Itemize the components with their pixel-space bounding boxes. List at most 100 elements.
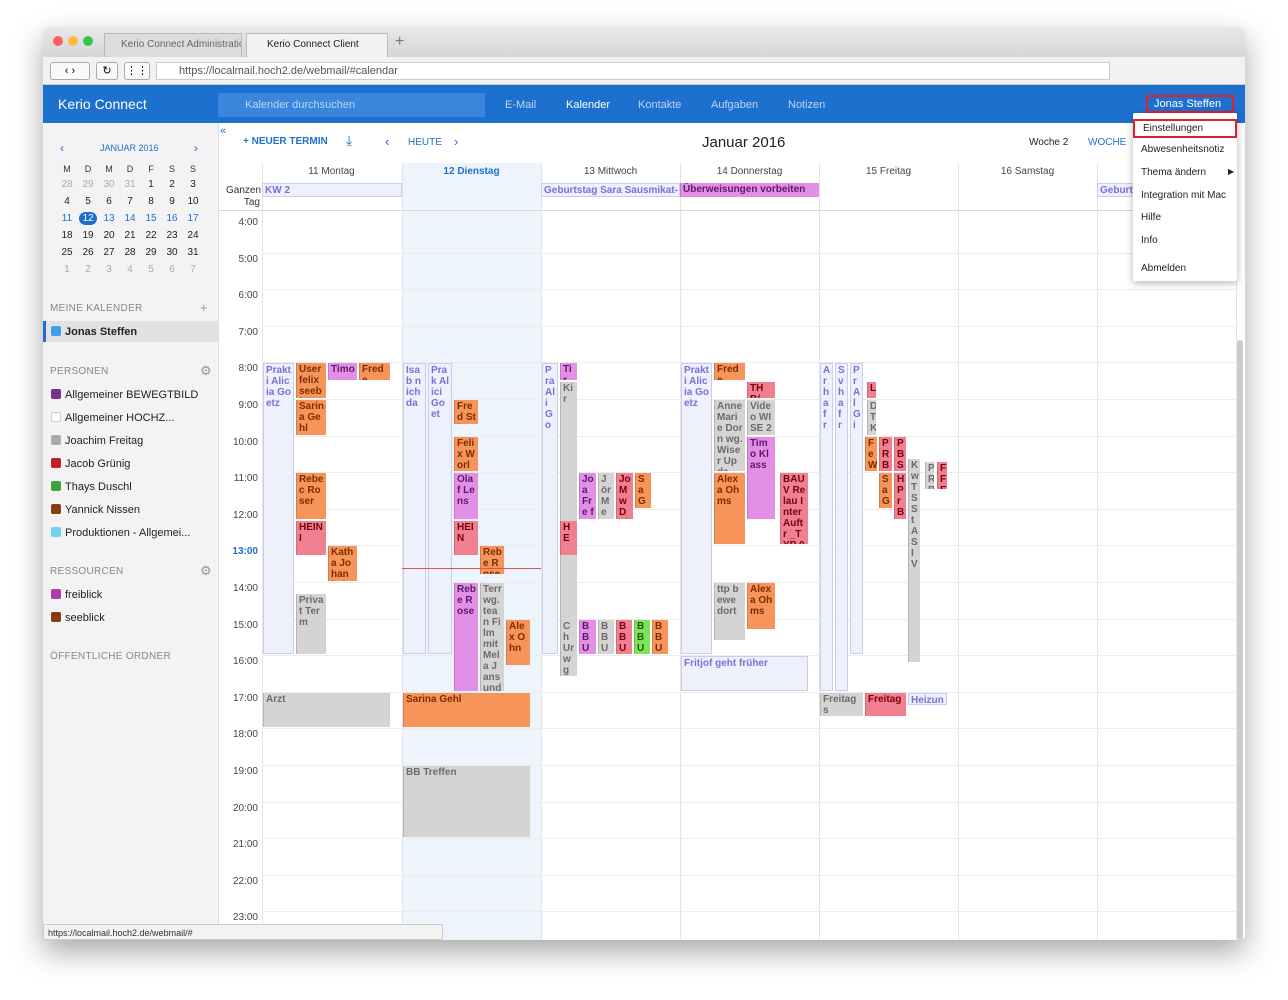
- event[interactable]: Katha Johan bei: [328, 546, 357, 581]
- event[interactable]: Sarina Gehl: [296, 400, 326, 435]
- view-select[interactable]: WOCHE: [1088, 137, 1127, 148]
- collapse-sidebar[interactable]: «: [220, 125, 227, 137]
- mini-day[interactable]: 11: [61, 213, 73, 224]
- mini-day[interactable]: 10: [187, 196, 199, 207]
- mini-day[interactable]: 19: [82, 230, 94, 241]
- zoom-button[interactable]: [83, 36, 93, 46]
- next-month[interactable]: ›: [194, 141, 198, 155]
- event[interactable]: Fe W Be: [865, 436, 877, 472]
- event[interactable]: P B S: [894, 436, 906, 472]
- new-tab-button[interactable]: +: [395, 33, 405, 50]
- mini-day[interactable]: 4: [127, 264, 133, 275]
- event[interactable]: H Pr Be Se: [894, 473, 906, 519]
- section-action[interactable]: +: [200, 300, 208, 315]
- event[interactable]: Timo Klass: [747, 436, 775, 519]
- calendar-item[interactable]: Thays Duschl: [65, 481, 132, 493]
- menu-item[interactable]: Abmelden: [1141, 263, 1187, 274]
- mini-day[interactable]: 30: [103, 179, 115, 190]
- mini-day[interactable]: 28: [61, 179, 73, 190]
- minimize-button[interactable]: [68, 36, 78, 46]
- menu-item[interactable]: Integration mit Mac: [1141, 190, 1227, 201]
- mini-day[interactable]: 31: [187, 247, 199, 258]
- event[interactable]: Alexa Ohms: [714, 473, 745, 545]
- event[interactable]: Ch Ur wg Fil Me: [560, 619, 577, 677]
- event[interactable]: K w T S St A S IV: [908, 458, 920, 662]
- checkbox[interactable]: [51, 326, 61, 336]
- mini-day[interactable]: 9: [169, 196, 175, 207]
- mini-day[interactable]: 6: [169, 264, 175, 275]
- event[interactable]: THB/: [747, 381, 775, 398]
- event[interactable]: HEIN: [454, 520, 478, 556]
- event[interactable]: Rebe Rose: [454, 583, 478, 691]
- import-button[interactable]: ⤓: [346, 132, 353, 148]
- section-action[interactable]: ⚙: [200, 363, 212, 378]
- mini-day[interactable]: 1: [148, 179, 154, 190]
- event[interactable]: Joa Fre fre: [579, 473, 596, 519]
- event[interactable]: ttp bewe dort: [714, 583, 745, 640]
- mini-day[interactable]: 29: [145, 247, 157, 258]
- event[interactable]: Sa G: [879, 473, 892, 508]
- event[interactable]: HE: [560, 520, 577, 556]
- mini-day[interactable]: 22: [145, 230, 157, 241]
- event[interactable]: Rebec Roser: [296, 473, 326, 519]
- nav-item[interactable]: Kalender: [566, 99, 611, 111]
- event[interactable]: HEINI: [296, 520, 326, 556]
- event[interactable]: Freitags: [820, 692, 863, 717]
- event[interactable]: Anne Marie Dorn wg. Wiser Upda: [714, 400, 745, 472]
- mini-day[interactable]: 7: [127, 196, 133, 207]
- event[interactable]: Felix Worl seeb: [454, 436, 478, 472]
- checkbox[interactable]: [51, 504, 61, 514]
- event[interactable]: Heizun: [908, 692, 947, 706]
- next-week[interactable]: ›: [454, 134, 459, 149]
- checkbox[interactable]: [51, 612, 61, 622]
- mini-day[interactable]: 6: [106, 196, 112, 207]
- calendar-item[interactable]: Jacob Grünig: [65, 458, 131, 470]
- event[interactable]: BAUV Relau Inter Auftr _TYP 0611: [780, 473, 808, 545]
- event[interactable]: P R B: [925, 462, 934, 490]
- mini-day[interactable]: 29: [82, 179, 94, 190]
- event[interactable]: BB Up fre: [598, 619, 614, 655]
- mini-day[interactable]: 12: [79, 212, 97, 225]
- today-button[interactable]: HEUTE: [408, 137, 442, 148]
- search-field[interactable]: Kalender durchsuchen: [218, 93, 485, 117]
- event[interactable]: F F E: [937, 462, 947, 490]
- nav-item[interactable]: Aufgaben: [711, 99, 759, 111]
- calendar-item[interactable]: Jonas Steffen: [65, 326, 138, 338]
- event[interactable]: P R B: [879, 436, 892, 472]
- mini-day[interactable]: 18: [61, 230, 73, 241]
- mini-day[interactable]: 15: [145, 213, 157, 224]
- close-button[interactable]: [53, 36, 63, 46]
- event[interactable]: Sv ha fr: [835, 363, 848, 691]
- calendar-item[interactable]: Produktionen - Allgemei...: [65, 527, 191, 539]
- nav-item[interactable]: Notizen: [788, 99, 826, 111]
- menu-item[interactable]: Info: [1141, 235, 1158, 246]
- event[interactable]: Fred Stie: [454, 400, 478, 424]
- all-day-event[interactable]: Geburtstag Sara Sausmikat-: [541, 183, 680, 197]
- checkbox[interactable]: [51, 435, 61, 445]
- mini-day[interactable]: 27: [103, 247, 115, 258]
- mini-day[interactable]: 23: [166, 230, 178, 241]
- prev-month[interactable]: ‹: [60, 141, 64, 155]
- all-day-event[interactable]: Überweisungen vorbeiten: [680, 183, 819, 197]
- event[interactable]: Arzt: [263, 692, 390, 728]
- mini-day[interactable]: 25: [61, 247, 73, 258]
- event[interactable]: Jo M w D Fi: [616, 473, 633, 519]
- mini-day[interactable]: 13: [103, 213, 115, 224]
- event[interactable]: Prak Alici Goet: [428, 363, 452, 655]
- event[interactable]: Ar ha fr: [820, 363, 833, 691]
- mini-day[interactable]: 17: [187, 213, 199, 224]
- calendar-item[interactable]: freiblick: [65, 589, 103, 601]
- event[interactable]: Sarina Gehl: [403, 692, 530, 728]
- menu-item[interactable]: Einstellungen: [1133, 119, 1237, 138]
- mini-day[interactable]: 14: [124, 213, 136, 224]
- event[interactable]: Frede: [359, 363, 390, 380]
- prev-week[interactable]: ‹: [385, 134, 390, 149]
- url-field[interactable]: https://localmail.hoch2.de/webmail/#cale…: [156, 62, 1110, 80]
- menu-item[interactable]: Thema ändern: [1141, 167, 1207, 178]
- menu-item[interactable]: Abwesenheitsnotiz: [1141, 144, 1225, 155]
- mini-day[interactable]: 3: [106, 264, 112, 275]
- event[interactable]: D T K: [867, 400, 876, 435]
- event[interactable]: Prakti Alicia Goetz: [681, 363, 712, 655]
- event[interactable]: Alexa Ohms: [747, 583, 775, 629]
- nav-item[interactable]: Kontakte: [638, 99, 682, 111]
